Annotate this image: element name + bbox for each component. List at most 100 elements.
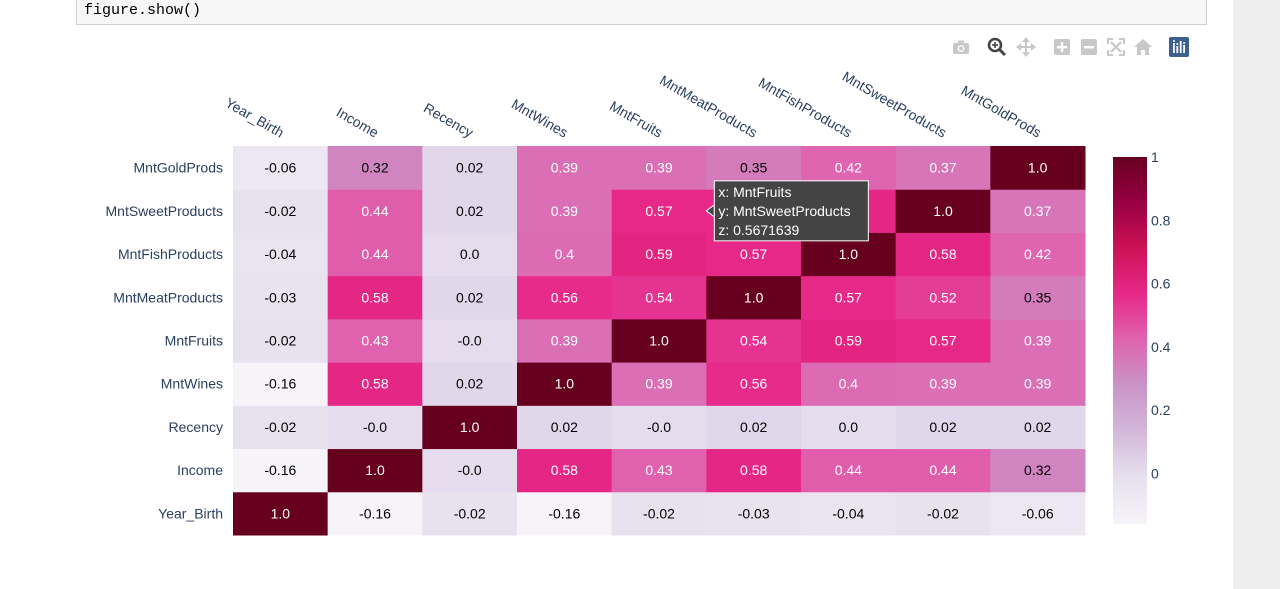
heatmap-cell[interactable] — [990, 275, 1086, 320]
heatmap-cell[interactable] — [327, 146, 423, 190]
heatmap-cell[interactable] — [990, 189, 1086, 233]
heatmap-cell[interactable] — [233, 318, 329, 363]
heatmap-cell[interactable] — [990, 318, 1086, 363]
heatmap-cell[interactable] — [327, 491, 423, 536]
cell-value-label: 0.43 — [361, 333, 388, 349]
cell-value-label: 0.52 — [929, 289, 956, 305]
heatmap-cell[interactable] — [517, 189, 613, 233]
heatmap-cell[interactable] — [327, 232, 423, 277]
cell-value-label: 0.57 — [835, 289, 862, 305]
heatmap-cell[interactable] — [422, 318, 518, 363]
cell-value-label: 1.0 — [555, 376, 575, 392]
heatmap-cell[interactable] — [895, 318, 991, 363]
heatmap-cell[interactable] — [422, 491, 518, 536]
heatmap-cell[interactable] — [327, 405, 423, 450]
heatmap-cell[interactable] — [327, 275, 423, 320]
heatmap-cell[interactable] — [611, 232, 707, 277]
cell-value-label: 0.39 — [551, 333, 578, 349]
heatmap-cell[interactable] — [517, 146, 613, 190]
heatmap-cell[interactable] — [327, 318, 423, 363]
heatmap-cell[interactable] — [233, 362, 329, 406]
heatmap-cell[interactable] — [517, 448, 613, 493]
code-cell[interactable]: figure.show() — [76, 0, 1207, 25]
heatmap-cell[interactable] — [895, 232, 991, 277]
heatmap-cell[interactable] — [990, 448, 1086, 493]
heatmap-cell[interactable] — [422, 189, 518, 233]
heatmap-cell[interactable] — [611, 146, 707, 190]
pan-icon[interactable] — [1015, 36, 1037, 58]
cell-value-label: 0.02 — [929, 419, 956, 435]
heatmap-cell[interactable] — [895, 146, 991, 190]
heatmap-cell[interactable] — [990, 232, 1086, 277]
heatmap-cell[interactable] — [233, 275, 329, 320]
heatmap-cell[interactable] — [611, 189, 707, 233]
heatmap-cell[interactable] — [706, 275, 802, 320]
heatmap-cell[interactable] — [422, 405, 518, 450]
heatmap-cell[interactable] — [327, 189, 423, 233]
heatmap-cell[interactable] — [611, 405, 707, 450]
heatmap-cell[interactable] — [327, 362, 423, 406]
hover-text-line: x: MntFruits — [718, 184, 791, 200]
heatmap-cell[interactable] — [233, 491, 329, 536]
heatmap-cell[interactable] — [611, 275, 707, 320]
heatmap-cell[interactable] — [990, 491, 1086, 536]
heatmap-cell[interactable] — [233, 405, 329, 450]
heatmap-cell[interactable] — [990, 146, 1086, 190]
heatmap-cell[interactable] — [233, 232, 329, 277]
heatmap-cell[interactable] — [801, 405, 897, 450]
heatmap-cell[interactable] — [517, 362, 613, 406]
heatmap-cell[interactable] — [422, 232, 518, 277]
heatmap-cell[interactable] — [517, 232, 613, 277]
heatmap-cell[interactable] — [517, 491, 613, 536]
heatmap-cell[interactable] — [517, 318, 613, 363]
heatmap-cell[interactable] — [611, 448, 707, 493]
heatmap-cell[interactable] — [801, 362, 897, 406]
heatmap-cell[interactable] — [801, 448, 897, 493]
heatmap-cell[interactable] — [422, 362, 518, 406]
heatmap-cell[interactable] — [611, 318, 707, 363]
heatmap-cell[interactable] — [801, 275, 897, 320]
heatmap-cell[interactable] — [990, 362, 1086, 406]
heatmap-cell[interactable] — [895, 405, 991, 450]
zoom-out-icon[interactable] — [1078, 36, 1100, 58]
heatmap-cell[interactable] — [233, 146, 329, 190]
heatmap-cell[interactable] — [895, 362, 991, 406]
cell-value-label: 0.37 — [929, 160, 956, 176]
heatmap-cell[interactable] — [801, 491, 897, 536]
heatmap-cell[interactable] — [233, 189, 329, 233]
colorbar-tick-label: 0 — [1151, 465, 1159, 481]
heatmap-cell[interactable] — [895, 189, 991, 233]
heatmap-cell[interactable] — [990, 405, 1086, 450]
autoscale-icon[interactable] — [1105, 36, 1127, 58]
heatmap-cell[interactable] — [706, 448, 802, 493]
cell-value-label: 1.0 — [839, 246, 859, 262]
cell-value-label: -0.04 — [832, 505, 864, 521]
plotly-logo-icon[interactable] — [1168, 36, 1190, 58]
heatmap-cell[interactable] — [706, 491, 802, 536]
heatmap-cell[interactable] — [801, 318, 897, 363]
heatmap-cell[interactable] — [895, 275, 991, 320]
cell-value-label: -0.02 — [643, 505, 675, 521]
heatmap-cell[interactable] — [895, 491, 991, 536]
heatmap-cell[interactable] — [611, 362, 707, 406]
heatmap-cell[interactable] — [706, 405, 802, 450]
heatmap-cell[interactable] — [895, 448, 991, 493]
x-tick-label: Income — [334, 104, 382, 141]
cell-value-label: -0.0 — [647, 419, 671, 435]
cell-value-label: 0.39 — [645, 376, 672, 392]
heatmap-cell[interactable] — [706, 318, 802, 363]
heatmap-cell[interactable] — [517, 275, 613, 320]
heatmap-cell[interactable] — [706, 362, 802, 406]
zoom-icon[interactable] — [986, 36, 1008, 58]
heatmap-cell[interactable] — [611, 491, 707, 536]
heatmap-cell[interactable] — [422, 448, 518, 493]
colorbar-tick-label: 0.2 — [1151, 402, 1171, 418]
heatmap-cell[interactable] — [422, 275, 518, 320]
heatmap-cell[interactable] — [233, 448, 329, 493]
zoom-in-icon[interactable] — [1051, 36, 1073, 58]
reset-axes-icon[interactable] — [1132, 36, 1154, 58]
heatmap-cell[interactable] — [517, 405, 613, 450]
camera-icon[interactable] — [950, 36, 972, 58]
heatmap-cell[interactable] — [327, 448, 423, 493]
heatmap-cell[interactable] — [422, 146, 518, 190]
